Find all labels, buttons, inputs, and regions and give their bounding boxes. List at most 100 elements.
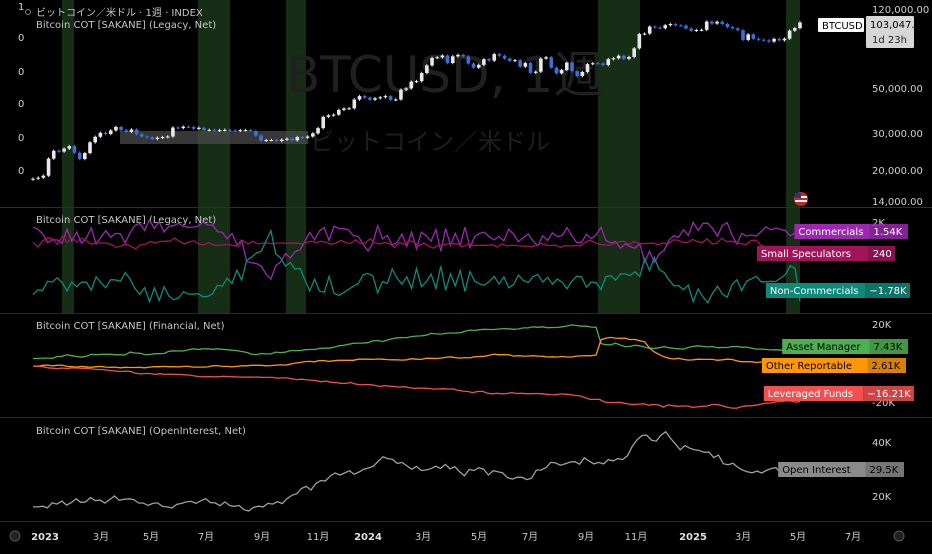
candle [544, 57, 548, 59]
candle [140, 134, 144, 137]
highlight-band [786, 0, 800, 313]
candle [414, 81, 419, 83]
candle [533, 71, 538, 73]
candle [767, 40, 771, 42]
watermark-symbol: BTCUSD, 1週 [286, 46, 603, 104]
candle [637, 34, 642, 49]
candle [145, 136, 149, 138]
legend-tag-name: Commercials [798, 227, 863, 238]
candle [62, 148, 66, 152]
bottom-icons[interactable] [9, 530, 905, 542]
candle [67, 146, 72, 149]
left-axis-label: 0 [18, 67, 24, 78]
candle [31, 178, 35, 180]
candle [793, 28, 797, 31]
candle [305, 136, 310, 138]
time-tick: 7月 [198, 531, 214, 543]
left-axis-label: 0 [18, 133, 24, 144]
candle [570, 62, 574, 72]
candle [456, 54, 460, 57]
candle [710, 21, 714, 24]
left-axis-label: 0 [18, 33, 24, 44]
candle [466, 56, 471, 64]
candle [134, 129, 139, 135]
candle [114, 126, 118, 131]
candle [487, 59, 491, 61]
legend-tag-value-bg [869, 224, 908, 239]
candle [388, 96, 393, 100]
pane-tick: 40K [872, 438, 892, 449]
candle [373, 98, 377, 100]
series-line-other-reportable [32, 336, 800, 369]
candle [336, 109, 341, 115]
candle [368, 97, 372, 100]
time-tick: 11月 [625, 531, 648, 543]
candle [580, 71, 585, 77]
candle [497, 54, 502, 56]
candle [300, 137, 305, 139]
candle [419, 73, 424, 82]
time-tick: 7月 [522, 531, 538, 543]
price-tick: 30,000.00 [872, 129, 923, 140]
series-lines [32, 218, 801, 512]
candle [222, 129, 227, 131]
candle [689, 28, 693, 31]
candle [590, 63, 595, 65]
price-tick: 50,000.00 [872, 84, 923, 95]
candle [404, 88, 408, 90]
candle [513, 60, 517, 62]
candle [736, 28, 740, 31]
candle [621, 55, 626, 59]
us-flag-icon[interactable] [794, 192, 808, 206]
legend-tag-name-bg [782, 339, 870, 354]
candle [103, 132, 108, 135]
candle [694, 30, 699, 32]
visibility-icon[interactable] [25, 9, 31, 15]
legend-tag-name: Small Speculators [761, 249, 851, 260]
legend-tag: Asset Manager 7.43K [782, 339, 908, 354]
time-tick: 3月 [735, 531, 751, 543]
legend-tag: Leveraged Funds −16.21K [763, 386, 914, 401]
candle [326, 115, 331, 117]
legend-tag-name: Leveraged Funds [768, 389, 853, 400]
time-tick: 2024 [354, 532, 382, 543]
highlight-band [286, 0, 306, 313]
candle [445, 55, 450, 64]
candle [627, 56, 631, 59]
time-tick: 9月 [578, 531, 594, 543]
legend-tag-value-bg [863, 386, 914, 401]
pane-tick: 2K [872, 218, 885, 229]
candle [435, 57, 440, 59]
price-box-price: 103,047.69 [870, 20, 927, 31]
legend-tag-name-bg [757, 246, 869, 261]
candle [440, 55, 445, 58]
range-box [120, 131, 308, 144]
series-line-asset-manager [33, 324, 801, 360]
price-box[interactable]: BTCUSD 103,047.69 1d 23h [818, 16, 927, 48]
candle [259, 135, 263, 141]
header-icons[interactable] [25, 9, 31, 15]
candle [233, 130, 237, 132]
candle [673, 24, 678, 26]
legend-tag: Non-Commercials −1.78K [765, 283, 910, 298]
candle [559, 70, 564, 74]
candle [611, 58, 616, 60]
candle [653, 26, 657, 28]
candle [186, 126, 191, 128]
auto-scale-icon[interactable] [893, 530, 905, 542]
legend-tag-value: 7.43K [874, 342, 903, 353]
candle [564, 62, 569, 71]
legend-tag-name: Open Interest [782, 465, 851, 476]
time-tick: 3月 [93, 531, 109, 543]
candle [290, 138, 294, 141]
candle [528, 63, 533, 73]
candle [606, 59, 611, 66]
candle [383, 96, 388, 98]
candle [616, 55, 621, 59]
tv-logo-icon[interactable] [9, 530, 21, 542]
candle [575, 71, 579, 77]
candle [347, 108, 351, 110]
candle [124, 130, 129, 132]
